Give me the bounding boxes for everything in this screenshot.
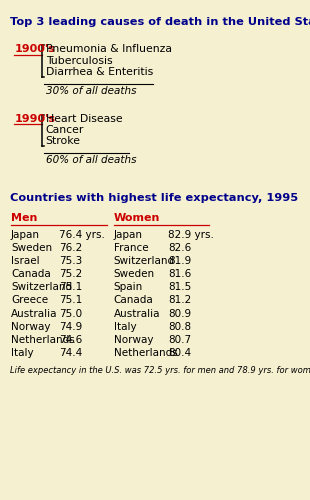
Text: 76.4 yrs.: 76.4 yrs.	[59, 230, 105, 240]
Text: Greece: Greece	[11, 296, 48, 306]
Text: 81.2: 81.2	[168, 296, 192, 306]
Text: 30% of all deaths: 30% of all deaths	[46, 86, 136, 96]
Text: 74.6: 74.6	[59, 334, 82, 344]
Text: 80.7: 80.7	[168, 334, 192, 344]
Text: Italy: Italy	[114, 322, 136, 332]
Text: 81.5: 81.5	[168, 282, 192, 292]
Text: 60% of all deaths: 60% of all deaths	[46, 155, 136, 165]
Text: 74.9: 74.9	[59, 322, 82, 332]
Text: 82.6: 82.6	[168, 244, 192, 254]
Text: 82.9 yrs.: 82.9 yrs.	[168, 230, 214, 240]
Text: 75.0: 75.0	[59, 308, 82, 318]
Text: 74.4: 74.4	[59, 348, 82, 358]
Text: Norway: Norway	[11, 322, 51, 332]
Text: 80.8: 80.8	[168, 322, 192, 332]
Text: Countries with highest life expectancy, 1995: Countries with highest life expectancy, …	[10, 192, 298, 202]
Text: Pneumonia & Influenza: Pneumonia & Influenza	[46, 44, 172, 54]
Text: Women: Women	[114, 214, 160, 224]
Text: Israel: Israel	[11, 256, 40, 266]
Text: Diarrhea & Enteritis: Diarrhea & Enteritis	[46, 67, 153, 77]
Text: 75.2: 75.2	[59, 270, 82, 280]
Text: 80.4: 80.4	[168, 348, 192, 358]
Text: 81.9: 81.9	[168, 256, 192, 266]
Text: Switzerland: Switzerland	[114, 256, 175, 266]
Text: Japan: Japan	[11, 230, 40, 240]
Text: Norway: Norway	[114, 334, 153, 344]
Text: 75.1: 75.1	[59, 282, 82, 292]
Text: Cancer: Cancer	[46, 126, 84, 136]
Text: 81.6: 81.6	[168, 270, 192, 280]
Text: Life expectancy in the U.S. was 72.5 yrs. for men and 78.9 yrs. for women.: Life expectancy in the U.S. was 72.5 yrs…	[10, 366, 310, 374]
Text: 75.1: 75.1	[59, 296, 82, 306]
Text: Netherlands: Netherlands	[11, 334, 75, 344]
Text: Stroke: Stroke	[46, 136, 81, 146]
Text: 1990's: 1990's	[14, 114, 55, 124]
Text: Men: Men	[11, 214, 37, 224]
Text: Switzerland: Switzerland	[11, 282, 72, 292]
Text: Top 3 leading causes of death in the United States: Top 3 leading causes of death in the Uni…	[10, 16, 310, 26]
Text: Sweden: Sweden	[114, 270, 155, 280]
Text: Canada: Canada	[11, 270, 51, 280]
Text: 76.2: 76.2	[59, 244, 82, 254]
Text: 75.3: 75.3	[59, 256, 82, 266]
Text: Heart Disease: Heart Disease	[46, 114, 122, 124]
Text: Sweden: Sweden	[11, 244, 52, 254]
Text: Spain: Spain	[114, 282, 143, 292]
Text: France: France	[114, 244, 148, 254]
Text: Australia: Australia	[114, 308, 160, 318]
Text: Tuberculosis: Tuberculosis	[46, 56, 112, 66]
Text: Italy: Italy	[11, 348, 33, 358]
Text: Netherlands: Netherlands	[114, 348, 178, 358]
Text: Japan: Japan	[114, 230, 143, 240]
Text: Australia: Australia	[11, 308, 57, 318]
Text: Canada: Canada	[114, 296, 153, 306]
Text: 1900's: 1900's	[14, 44, 55, 54]
Text: 80.9: 80.9	[168, 308, 192, 318]
